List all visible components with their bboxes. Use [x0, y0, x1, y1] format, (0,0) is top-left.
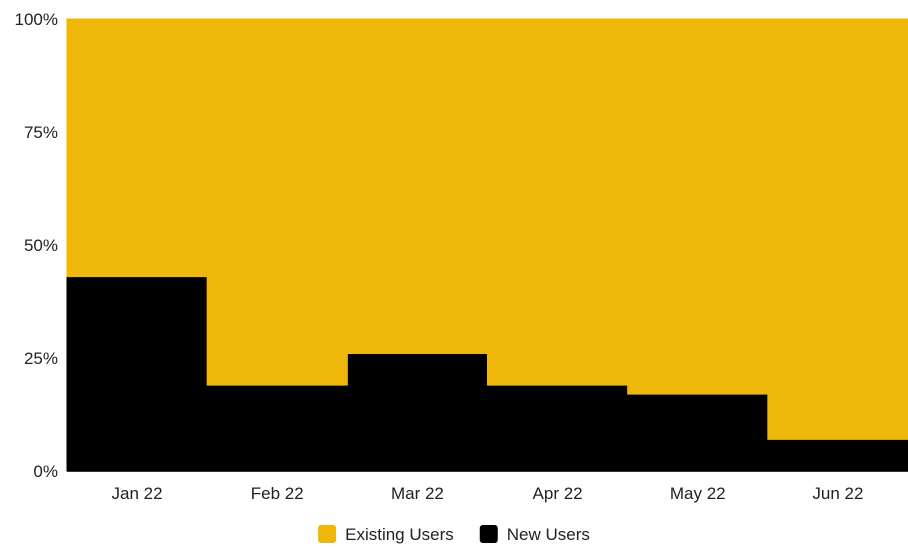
legend-label: New Users: [507, 525, 590, 544]
x-tick-label: Feb 22: [251, 484, 304, 503]
y-tick-label: 25%: [24, 349, 58, 368]
x-tick-label: Jan 22: [112, 484, 163, 503]
plot-area: [66, 18, 908, 472]
y-tick-label: 0%: [33, 462, 58, 481]
y-tick-label: 50%: [24, 236, 58, 255]
y-tick-label: 75%: [24, 123, 58, 142]
series-existing-users: [66, 18, 908, 440]
x-tick-label: Mar 22: [391, 484, 444, 503]
y-tick-label: 100%: [15, 10, 58, 29]
x-tick-label: May 22: [670, 484, 726, 503]
legend-item-existing-users[interactable]: Existing Users: [318, 525, 454, 544]
x-tick-label: Apr 22: [533, 484, 583, 503]
legend-swatch: [479, 525, 498, 543]
x-axis: Jan 22 Feb 22 Mar 22 Apr 22 May 22 Jun 22: [67, 471, 908, 503]
area-existing-users: [66, 18, 908, 440]
y-axis: 0% 25% 50% 75% 100%: [15, 10, 58, 481]
legend-label: Existing Users: [345, 525, 454, 544]
legend-item-new-users[interactable]: New Users: [479, 525, 590, 544]
x-tick-label: Jun 22: [812, 484, 863, 503]
legend: Existing Users New Users: [318, 525, 590, 544]
legend-swatch: [318, 525, 337, 543]
